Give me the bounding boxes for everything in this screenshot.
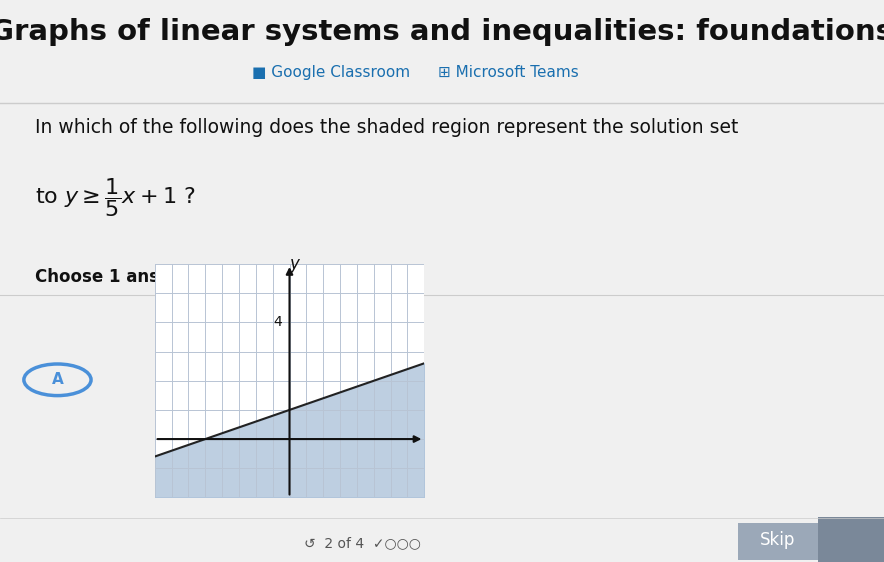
Text: Graphs of linear systems and inequalities: foundations: Graphs of linear systems and inequalitie… <box>0 18 884 46</box>
FancyBboxPatch shape <box>818 517 884 562</box>
Text: Choose 1 answer:: Choose 1 answer: <box>35 268 201 285</box>
Text: 4: 4 <box>273 315 282 329</box>
Text: ■ Google Classroom: ■ Google Classroom <box>253 65 410 80</box>
Text: to $y \geq \dfrac{1}{5}x + 1$ ?: to $y \geq \dfrac{1}{5}x + 1$ ? <box>35 176 196 219</box>
Text: Skip: Skip <box>760 532 796 550</box>
Text: In which of the following does the shaded region represent the solution set: In which of the following does the shade… <box>35 118 739 137</box>
Text: y: y <box>290 255 300 273</box>
Text: ⊞ Microsoft Teams: ⊞ Microsoft Teams <box>438 65 579 80</box>
Text: A: A <box>51 372 64 387</box>
Text: ↺  2 of 4  ✓○○○: ↺ 2 of 4 ✓○○○ <box>304 536 421 550</box>
FancyBboxPatch shape <box>738 523 818 560</box>
